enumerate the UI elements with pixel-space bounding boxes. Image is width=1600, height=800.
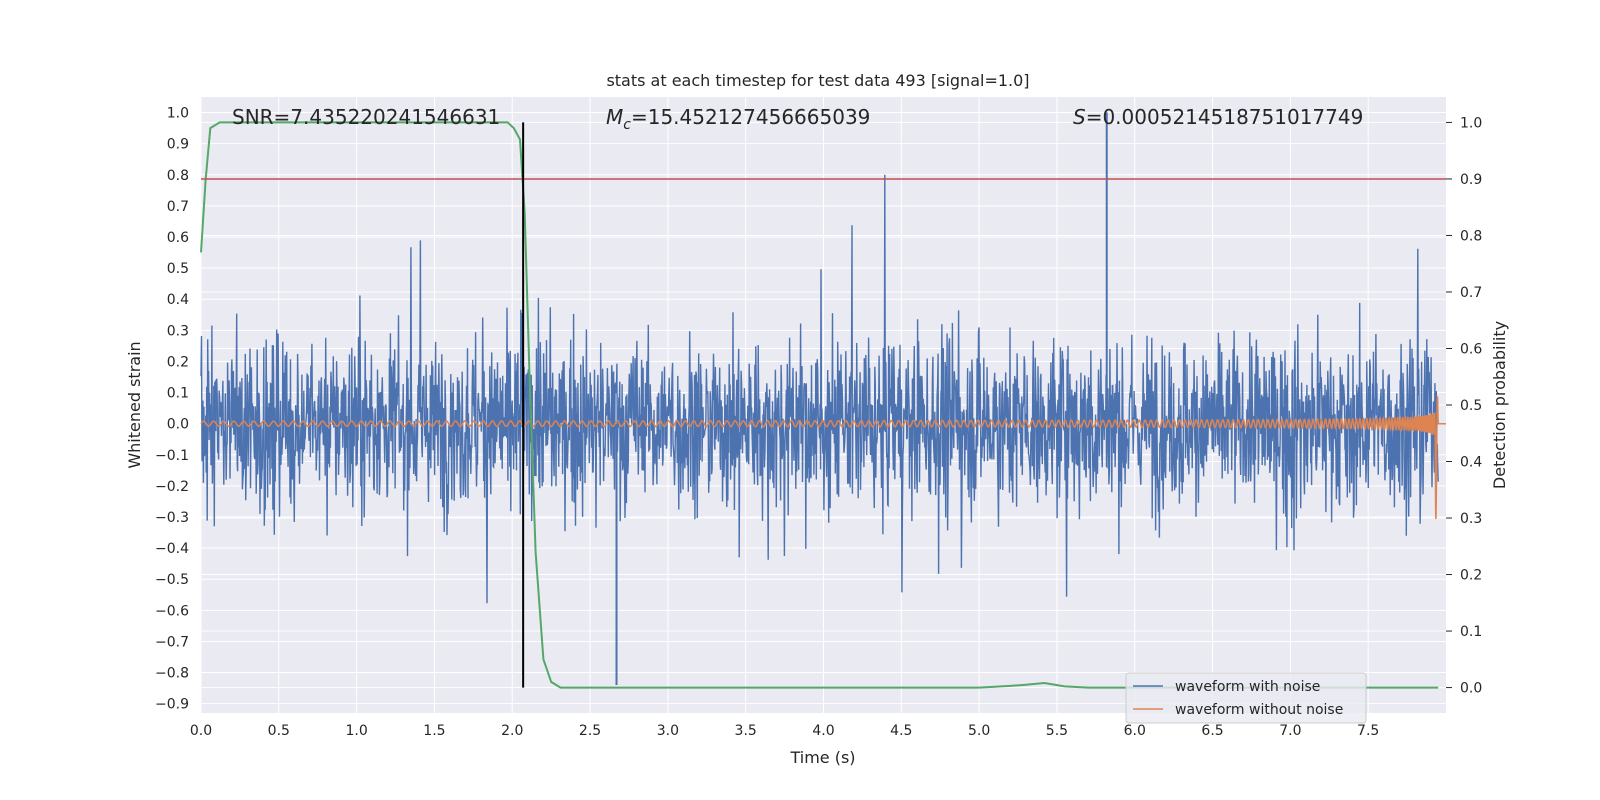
y-tick-label: 0.2 bbox=[167, 354, 189, 370]
legend-box bbox=[1125, 672, 1367, 724]
probability-curve bbox=[200, 121, 1439, 689]
y-tick-label: 0.5 bbox=[167, 261, 189, 277]
clean-trace bbox=[200, 396, 1446, 519]
y2-tick-label: 0.1 bbox=[1460, 624, 1482, 640]
chart-title: stats at each timestep for test data 493… bbox=[606, 71, 1029, 90]
y-tick-label: −0.8 bbox=[155, 666, 189, 682]
y-tick-label: −0.1 bbox=[155, 448, 189, 464]
y2-tick-label: 0.2 bbox=[1460, 568, 1482, 584]
y-tick-label: 0.7 bbox=[167, 199, 189, 215]
y2-tick-label: 0.8 bbox=[1460, 228, 1482, 244]
x-tick-label: 4.5 bbox=[890, 723, 912, 739]
y2-tick-label: 0.9 bbox=[1460, 172, 1482, 188]
x-tick-label: 1.5 bbox=[423, 723, 445, 739]
y-tick-label: −0.6 bbox=[155, 603, 189, 619]
legend: waveform with noise waveform without noi… bbox=[1125, 672, 1367, 724]
y-tick-label: 0.3 bbox=[167, 323, 189, 339]
x-tick-label: 2.5 bbox=[579, 723, 601, 739]
y2-tick-label: 0.7 bbox=[1460, 285, 1482, 301]
y2-tick-label: 0.6 bbox=[1460, 341, 1482, 357]
x-tick-label: 7.5 bbox=[1357, 723, 1379, 739]
y-axis-label: Whitened strain bbox=[125, 341, 144, 468]
chirp-mass-symbol: M bbox=[606, 105, 623, 129]
x-tick-label: 2.0 bbox=[501, 723, 523, 739]
x-tick-label: 7.0 bbox=[1279, 723, 1301, 739]
s-value: =0.0005214518751017749 bbox=[1086, 105, 1364, 129]
snr-annotation: SNR=7.435220241546631 bbox=[232, 105, 500, 129]
x-tick-label: 3.0 bbox=[657, 723, 679, 739]
y-tick-label: 0.4 bbox=[167, 292, 189, 308]
s-annotation: S=0.0005214518751017749 bbox=[1073, 105, 1363, 129]
y-tick-label: 0.0 bbox=[167, 417, 189, 433]
chirp-mass-subscript: c bbox=[623, 117, 631, 133]
y-tick-label: 0.6 bbox=[167, 230, 189, 246]
y2-tick-label: 0.3 bbox=[1460, 511, 1482, 527]
marker-lines bbox=[201, 122, 1446, 688]
y-tick-label: 1.0 bbox=[167, 106, 189, 122]
y2-axis-ticks: 1.0 0.9 0.8 0.7 0.6 0.5 0.4 0.3 0.2 0.1 0.0 bbox=[1446, 115, 1482, 697]
y2-tick-label: 0.5 bbox=[1460, 398, 1482, 414]
y2-tick-label: 1.0 bbox=[1460, 115, 1482, 131]
y-axis-ticks: 1.0 0.9 0.8 0.7 0.6 0.5 0.4 0.3 0.2 0.1 0.0 −0.1 −0.… bbox=[155, 106, 189, 713]
noise-trace bbox=[200, 174, 1439, 604]
x-tick-label: 3.5 bbox=[735, 723, 757, 739]
s-symbol: S bbox=[1073, 105, 1086, 129]
x-tick-label: 5.0 bbox=[968, 723, 990, 739]
series-detection-probability bbox=[200, 121, 1439, 689]
x-tick-label: 6.5 bbox=[1201, 723, 1223, 739]
y-tick-label: −0.2 bbox=[155, 479, 189, 495]
series-waveform-with-noise bbox=[200, 112, 1439, 685]
series-waveform-without-noise bbox=[200, 396, 1446, 519]
x-tick-label: 1.0 bbox=[345, 723, 367, 739]
x-tick-label: 0.0 bbox=[190, 723, 212, 739]
y-tick-label: −0.7 bbox=[155, 634, 189, 650]
chirp-mass-value: =15.452127456665039 bbox=[631, 105, 870, 129]
y-tick-label: −0.3 bbox=[155, 510, 189, 526]
x-axis-ticks: 0.0 0.5 1.0 1.5 2.0 2.5 3.0 3.5 4.0 4.5 5.0 5.5 6.0 6… bbox=[190, 723, 1379, 739]
x-axis-label: Time (s) bbox=[789, 748, 855, 767]
x-tick-label: 5.5 bbox=[1046, 723, 1068, 739]
y-tick-label: 0.1 bbox=[167, 386, 189, 402]
x-tick-label: 4.0 bbox=[812, 723, 834, 739]
legend-label-clean: waveform without noise bbox=[1175, 702, 1343, 718]
y2-axis-label: Detection probability bbox=[1490, 321, 1509, 489]
legend-label-noise: waveform with noise bbox=[1175, 679, 1320, 695]
y-tick-label: 0.8 bbox=[167, 168, 189, 184]
y-tick-label: −0.4 bbox=[155, 541, 189, 557]
chirp-mass-annotation: Mc=15.452127456665039 bbox=[606, 105, 870, 133]
y-tick-label: −0.9 bbox=[155, 697, 189, 713]
y-tick-label: 0.9 bbox=[167, 137, 189, 153]
y-tick-label: −0.5 bbox=[155, 572, 189, 588]
y2-tick-label: 0.4 bbox=[1460, 455, 1482, 471]
y2-tick-label: 0.0 bbox=[1460, 681, 1482, 697]
x-tick-label: 0.5 bbox=[268, 723, 290, 739]
x-tick-label: 6.0 bbox=[1124, 723, 1146, 739]
